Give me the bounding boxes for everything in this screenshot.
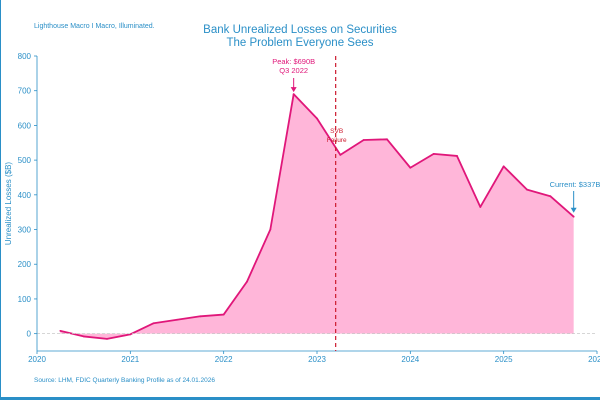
- data-point-15: [409, 166, 412, 169]
- data-point-20: [526, 188, 528, 191]
- source-note: Source: LHM, FDIC Quarterly Banking Prof…: [34, 377, 216, 384]
- data-point-10: [292, 93, 295, 96]
- x-tick-label-2023: 2023: [308, 355, 326, 364]
- data-point-21: [549, 195, 552, 198]
- x-tick-label-2022: 2022: [215, 355, 233, 364]
- brand-label: Lighthouse Macro I Macro, Illuminated.: [34, 23, 155, 30]
- data-point-1: [82, 335, 85, 338]
- data-point-6: [199, 315, 202, 318]
- y-tick-label-600: 600: [18, 121, 32, 130]
- data-point-0: [59, 329, 62, 332]
- x-tick-label-2020: 2020: [28, 355, 46, 364]
- data-point-11: [316, 117, 318, 120]
- y-tick-label-400: 400: [18, 191, 32, 200]
- y-tick-label-200: 200: [18, 260, 32, 269]
- data-point-13: [362, 139, 365, 141]
- data-point-8: [246, 280, 248, 283]
- chart-subtitle: The Problem Everyone Sees: [226, 37, 374, 49]
- data-point-22: [572, 215, 575, 218]
- data-point-9: [269, 228, 272, 231]
- chart-title: Bank Unrealized Losses on Securities: [203, 24, 397, 36]
- x-tick-label-2025: 2025: [495, 355, 513, 364]
- data-point-7: [222, 313, 225, 316]
- x-tick-label-2026: 2026: [588, 355, 600, 364]
- data-point-14: [386, 138, 388, 141]
- data-point-19: [502, 165, 505, 168]
- y-tick-label-700: 700: [18, 87, 32, 96]
- current-annotation-label: Current: $337B: [550, 180, 600, 189]
- y-axis-label: Unrealized Losses ($B): [4, 162, 13, 245]
- svb-annotation-sublabel: Failure: [327, 137, 347, 144]
- peak-annotation-sublabel: Q3 2022: [279, 66, 308, 75]
- data-point-18: [479, 206, 482, 208]
- y-tick-label-300: 300: [18, 226, 32, 235]
- loss-area-fill: [60, 94, 574, 339]
- data-point-5: [176, 318, 178, 321]
- current-arrow-head: [570, 207, 577, 213]
- y-tick-label-100: 100: [18, 295, 32, 304]
- x-tick-label-2021: 2021: [121, 355, 139, 364]
- svb-annotation-label: SVB: [330, 128, 343, 135]
- peak-annotation-label: Peak: $690B: [272, 57, 315, 66]
- data-point-2: [106, 337, 108, 340]
- data-point-16: [432, 152, 435, 155]
- x-tick-label-2024: 2024: [401, 355, 419, 364]
- data-point-4: [152, 322, 155, 325]
- y-tick-label-0: 0: [27, 330, 32, 339]
- data-point-12: [339, 154, 342, 156]
- peak-arrow-head: [290, 87, 297, 93]
- y-tick-label-500: 500: [18, 156, 32, 165]
- y-tick-label-800: 800: [18, 52, 32, 61]
- data-point-17: [456, 155, 458, 157]
